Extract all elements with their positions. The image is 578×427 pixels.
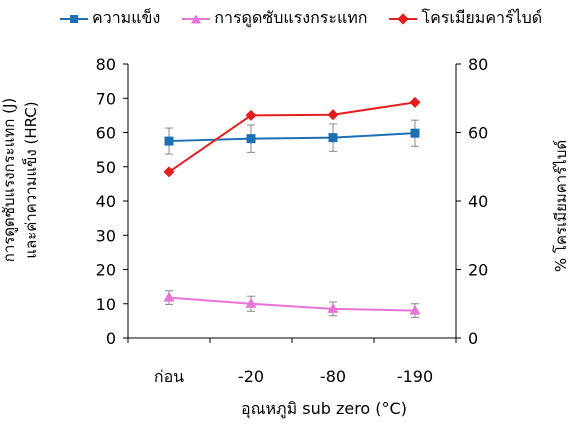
x-axis-title: อุณหภูมิ sub zero (°C) xyxy=(241,399,407,418)
data-point-diamond xyxy=(163,166,175,178)
x-tick-label: ก่อน xyxy=(154,367,184,386)
data-point-triangle xyxy=(409,304,421,315)
diamond-marker-icon xyxy=(397,12,410,25)
data-point-triangle xyxy=(245,297,257,308)
legend: ความแข็ง การดูดซับแรงกระแทก โครเมียมคาร์… xyxy=(60,6,542,31)
data-point-square xyxy=(164,136,174,146)
series-line xyxy=(168,296,416,312)
data-point-square xyxy=(410,128,420,138)
data-point-square xyxy=(246,134,256,144)
x-tick-label: -190 xyxy=(397,367,433,386)
legend-swatch-carbide xyxy=(389,12,418,25)
data-point-triangle xyxy=(327,302,339,313)
legend-item-impact: การดูดซับแรงกระแทก xyxy=(182,6,367,31)
data-point-diamond xyxy=(409,96,421,108)
data-point-triangle xyxy=(163,291,175,302)
y-axis-left-title: การดูดซับแรงกระแทก (J) และค่าความแข็ง (H… xyxy=(0,60,58,300)
y-tick-label-left: 50 xyxy=(96,158,116,177)
y-tick-label-left: 30 xyxy=(96,226,116,245)
square-marker-icon xyxy=(70,14,78,23)
series-line xyxy=(168,132,416,143)
y-tick-label-left: 80 xyxy=(96,55,116,74)
triangle-marker-icon xyxy=(191,14,202,23)
y-tick-label-left: 0 xyxy=(106,329,116,348)
y-tick-label-left: 70 xyxy=(96,89,116,108)
legend-swatch-impact xyxy=(182,14,211,23)
y-tick-label-right: 20 xyxy=(468,261,488,280)
data-point-diamond xyxy=(327,109,339,121)
legend-swatch-hardness xyxy=(60,14,88,23)
legend-label-carbide: โครเมียมคาร์ไบด์ xyxy=(421,8,543,27)
series-line xyxy=(168,101,416,173)
data-point-square xyxy=(328,133,338,143)
legend-label-hardness: ความแข็ง xyxy=(92,8,161,27)
y-axis-left-title-line2: และค่าความแข็ง (HRC) xyxy=(22,101,40,259)
legend-label-impact: การดูดซับแรงกระแทก xyxy=(214,8,368,27)
y-tick-label-left: 10 xyxy=(96,295,116,314)
x-tick-label: -80 xyxy=(320,367,346,386)
y-tick-label-right: 80 xyxy=(468,55,488,74)
y-tick-label-right: 40 xyxy=(468,192,488,211)
data-point-diamond xyxy=(245,109,257,121)
y-tick-label-left: 20 xyxy=(96,261,116,280)
legend-item-hardness: ความแข็ง xyxy=(60,6,160,31)
legend-item-carbide: โครเมียมคาร์ไบด์ xyxy=(389,6,542,31)
y-axis-right-title: % โครเมียมคาร์ไบด์ xyxy=(552,139,570,273)
x-tick-label: -20 xyxy=(238,367,264,386)
y-tick-label-right: 60 xyxy=(468,124,488,143)
y-tick-label-left: 40 xyxy=(96,192,116,211)
y-tick-label-right: 0 xyxy=(468,329,478,348)
y-tick-label-left: 60 xyxy=(96,124,116,143)
y-axis-left-title-line1: การดูดซับแรงกระแทก (J) xyxy=(0,97,18,263)
